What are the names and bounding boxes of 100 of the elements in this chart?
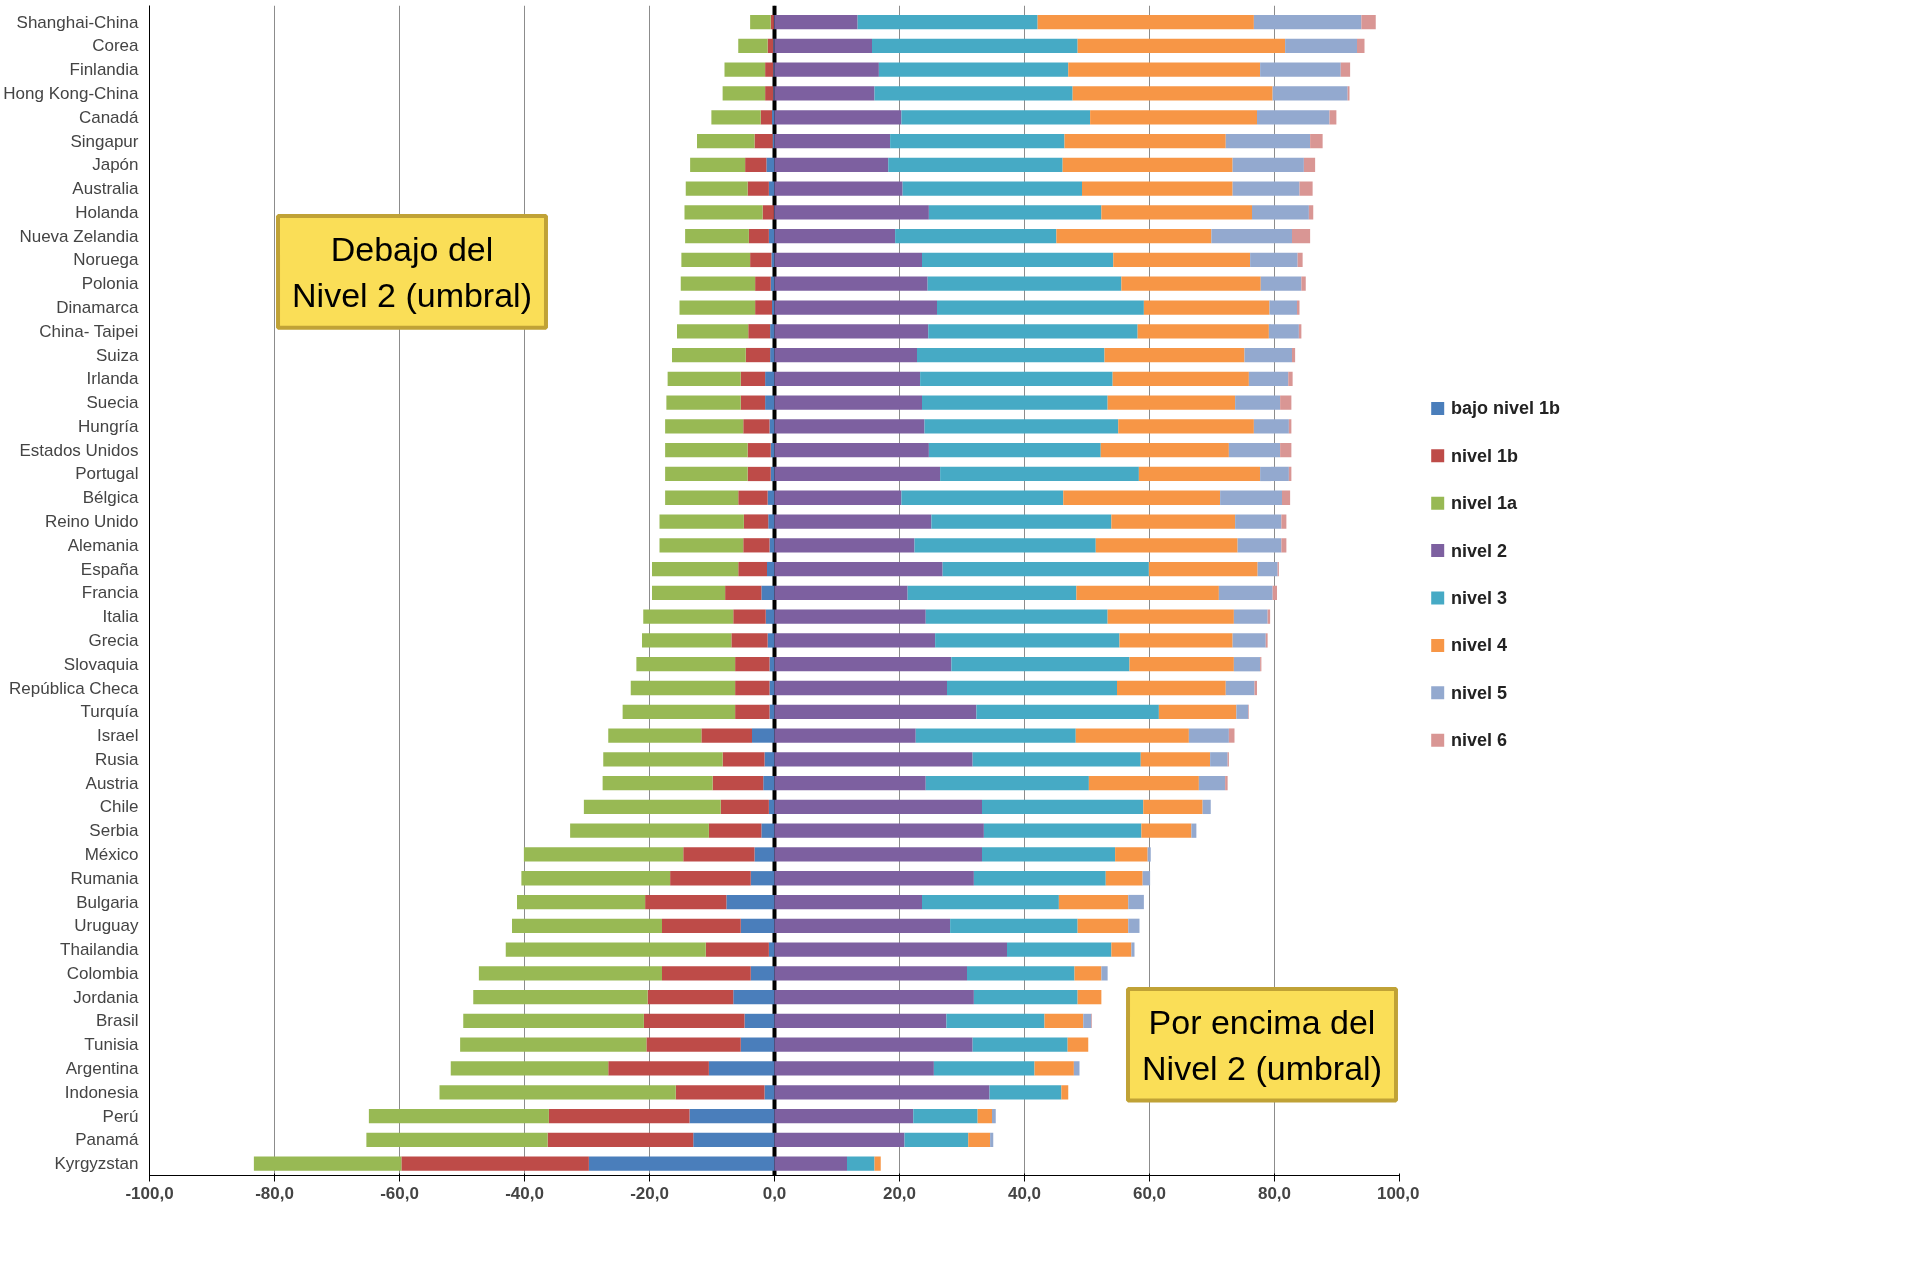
bar xyxy=(1340,62,1351,77)
y-tick-label: Turquía xyxy=(80,702,140,722)
bar xyxy=(735,680,770,696)
bar xyxy=(1129,657,1234,672)
bar xyxy=(659,538,744,553)
y-tick-label: Rusia xyxy=(95,749,140,769)
bar xyxy=(693,1132,775,1147)
y-tick-label: Alemania xyxy=(67,535,140,555)
bar xyxy=(1292,229,1311,244)
bar xyxy=(763,775,775,791)
bar xyxy=(973,990,1078,1005)
bar xyxy=(1074,966,1102,981)
bar xyxy=(774,680,947,696)
bar xyxy=(774,1061,934,1076)
bar xyxy=(770,443,775,458)
y-tick-label: Reino Unido xyxy=(44,512,139,532)
bar xyxy=(1128,894,1144,910)
bar xyxy=(774,1108,914,1124)
y-tick-label: Austria xyxy=(85,773,140,793)
bar xyxy=(872,38,1078,54)
bar xyxy=(548,1108,690,1124)
y-tick-label: Dinamarca xyxy=(56,298,140,318)
bar xyxy=(937,300,1144,315)
y-tick-label: Shanghai-China xyxy=(16,12,140,32)
bar xyxy=(645,894,727,910)
bar xyxy=(743,419,770,434)
y-tick-label: Japón xyxy=(92,155,139,175)
bar xyxy=(697,133,755,149)
bar xyxy=(253,1156,402,1171)
bar xyxy=(684,205,763,220)
bar xyxy=(1077,918,1129,933)
bar xyxy=(774,609,926,624)
bar xyxy=(748,324,771,339)
bar xyxy=(731,633,768,648)
bar xyxy=(904,1132,969,1147)
bar xyxy=(1088,775,1199,791)
bar xyxy=(1225,775,1228,791)
bar xyxy=(1142,871,1151,886)
bar xyxy=(1269,300,1297,315)
bar xyxy=(1131,942,1135,957)
bar xyxy=(1232,157,1304,172)
bar xyxy=(774,704,977,719)
y-tick-label: Serbia xyxy=(89,821,140,841)
x-tick-label: -80,0 xyxy=(255,1183,294,1203)
bar xyxy=(990,1132,994,1147)
bar xyxy=(768,942,775,957)
bar xyxy=(670,871,751,886)
bar xyxy=(765,609,775,624)
bar xyxy=(1104,347,1245,363)
bar xyxy=(947,680,1117,696)
bar xyxy=(630,680,736,696)
x-tick-label: 80,0 xyxy=(1257,1183,1292,1203)
bar xyxy=(914,538,1096,553)
bar xyxy=(1361,15,1376,30)
bar xyxy=(774,419,925,434)
bar xyxy=(1061,1085,1069,1100)
bar xyxy=(982,799,1144,815)
y-tick-label: Slovaquia xyxy=(63,654,140,674)
bar xyxy=(1236,704,1249,719)
bar xyxy=(659,514,744,529)
bar xyxy=(602,775,713,791)
bar xyxy=(1257,561,1278,577)
bar xyxy=(1272,86,1348,101)
bar xyxy=(755,300,772,315)
bar xyxy=(1111,942,1132,957)
bar xyxy=(769,538,775,553)
bar xyxy=(1232,181,1300,196)
x-tick-label: 20,0 xyxy=(882,1183,917,1203)
bar xyxy=(724,62,766,77)
bar xyxy=(683,847,755,862)
bar xyxy=(1111,514,1236,529)
bar xyxy=(1148,561,1258,577)
legend-label: nivel 6 xyxy=(1450,730,1507,751)
bar xyxy=(1235,514,1282,529)
bar xyxy=(1357,38,1365,54)
bar xyxy=(1105,871,1143,886)
bar xyxy=(1056,229,1212,244)
bar xyxy=(1107,395,1236,410)
y-tick-label: Bulgaria xyxy=(76,892,140,912)
bar xyxy=(1077,38,1286,54)
bar xyxy=(750,15,771,30)
bar xyxy=(760,110,772,125)
bar xyxy=(722,752,765,767)
bar xyxy=(774,395,922,410)
bar xyxy=(774,15,858,30)
bar xyxy=(1037,15,1254,30)
bar xyxy=(1202,799,1211,815)
x-tick-label: -40,0 xyxy=(505,1183,544,1203)
bar xyxy=(1297,300,1300,315)
bar xyxy=(667,371,741,386)
bar xyxy=(744,1013,775,1029)
bar xyxy=(1299,181,1313,196)
bar xyxy=(774,1013,947,1029)
y-tick-label: Indonesia xyxy=(64,1082,140,1102)
bar xyxy=(920,371,1113,386)
y-tick-label: Irlanda xyxy=(86,369,140,389)
bar xyxy=(1250,252,1298,268)
bar xyxy=(1288,371,1293,386)
bar xyxy=(1128,918,1140,933)
bar xyxy=(925,609,1108,624)
